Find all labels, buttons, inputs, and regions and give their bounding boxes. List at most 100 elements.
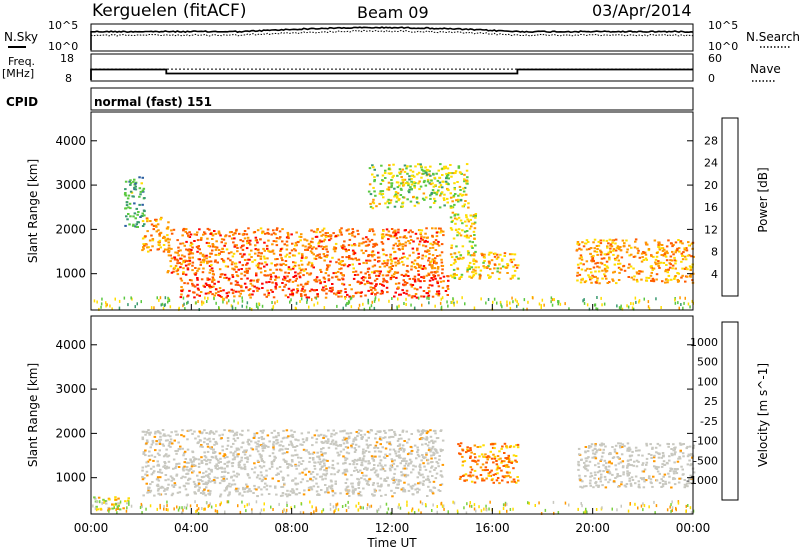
heatmap-cell [314, 279, 318, 282]
heatmap-cell [323, 280, 326, 283]
heatmap-cell [385, 274, 388, 277]
heatmap-cell [473, 227, 477, 230]
heatmap-cell [379, 190, 382, 193]
heatmap-cell [272, 296, 276, 299]
heatmap-cell [273, 458, 276, 461]
heatmap-cell [423, 236, 426, 239]
heatmap-cell [393, 459, 396, 462]
heatmap-cell [205, 254, 208, 257]
heatmap-cell [286, 463, 289, 465]
heatmap-cell [450, 256, 454, 259]
heatmap-cell [347, 228, 350, 231]
heatmap-cell [394, 452, 398, 455]
heatmap-cell [413, 186, 416, 189]
heatmap-cell [424, 184, 428, 187]
heatmap-cell [496, 472, 499, 475]
heatmap-cell [465, 224, 468, 227]
heatmap-cell [218, 294, 222, 297]
heatmap-cell [387, 230, 391, 233]
heatmap-cell [291, 460, 294, 463]
heatmap-cell [180, 263, 183, 266]
heatmap-cell [235, 228, 238, 231]
heatmap-cell [469, 455, 472, 458]
heatmap-cell [435, 472, 439, 475]
heatmap-cell [197, 478, 200, 481]
heatmap-cell [178, 491, 182, 494]
heatmap-cell [639, 270, 642, 273]
heatmap-cell [393, 432, 397, 435]
heatmap-cell [437, 274, 440, 277]
heatmap-cell [273, 429, 276, 432]
heatmap-cell [587, 464, 590, 467]
heatmap-cell [410, 183, 414, 186]
heatmap-cell [257, 287, 261, 290]
heatmap-cell [402, 236, 405, 239]
heatmap-cell [474, 272, 478, 275]
heatmap-cell [439, 194, 442, 197]
heatmap-cell [401, 256, 404, 259]
heatmap-cell [203, 285, 206, 288]
heatmap-cell [337, 469, 341, 472]
heatmap-cell [204, 292, 208, 295]
heatmap-cell [297, 464, 300, 467]
heatmap-cell [257, 440, 260, 443]
heatmap-cell [444, 290, 448, 292]
heatmap-cell [590, 281, 593, 284]
heatmap-cell [345, 303, 347, 307]
heatmap-cell [613, 257, 617, 260]
heatmap-cell [240, 456, 243, 459]
heatmap-cell [422, 429, 426, 432]
heatmap-cell [623, 445, 626, 448]
heatmap-cell [304, 248, 307, 251]
heatmap-cell [399, 187, 403, 190]
heatmap-cell [465, 216, 468, 219]
heatmap-cell [294, 271, 297, 274]
heatmap-cell [134, 305, 136, 309]
heatmap-cell [393, 295, 396, 298]
heatmap-cell [408, 458, 412, 461]
heatmap-cell [166, 271, 169, 274]
heatmap-cell [591, 258, 594, 260]
heatmap-cell [550, 296, 553, 300]
heatmap-cell [276, 439, 279, 441]
heatmap-cell [625, 239, 628, 242]
heatmap-cell [237, 448, 241, 451]
heatmap-cell [650, 279, 653, 282]
heatmap-cell [309, 478, 312, 481]
heatmap-cell [189, 233, 193, 236]
heatmap-cell [681, 452, 685, 455]
heatmap-cell [285, 244, 289, 247]
heatmap-cell [291, 454, 295, 457]
heatmap-cell [423, 198, 426, 201]
heatmap-cell [351, 443, 355, 445]
heatmap-cell [230, 263, 234, 266]
freq-panel: Freq. [MHz] 18 8 60 0 Nave [2, 52, 781, 85]
heatmap-cell [209, 269, 212, 271]
heatmap-cell [595, 508, 598, 511]
heatmap-cell [341, 277, 344, 280]
heatmap-cell [394, 193, 398, 196]
heatmap-cell [306, 282, 309, 285]
heatmap-cell [387, 198, 390, 201]
heatmap-cell [256, 495, 259, 498]
heatmap-cell [393, 187, 396, 190]
heatmap-cell [373, 279, 377, 282]
heatmap-cell [687, 302, 690, 306]
heatmap-cell [407, 182, 410, 185]
heatmap-cell [175, 258, 179, 261]
heatmap-cell [462, 193, 465, 196]
heatmap-cell [294, 477, 297, 480]
heatmap-cell [408, 294, 411, 297]
heatmap-cell [379, 436, 382, 439]
heatmap-cell [343, 438, 347, 441]
heatmap-cell [501, 475, 505, 478]
heatmap-cell [628, 455, 632, 458]
heatmap-cell [417, 270, 420, 272]
heatmap-cell [424, 255, 427, 258]
heatmap-cell [325, 256, 328, 258]
heatmap-cell [373, 190, 376, 193]
heatmap-cell [344, 488, 348, 491]
heatmap-cell [244, 271, 248, 274]
heatmap-cell [540, 304, 542, 308]
